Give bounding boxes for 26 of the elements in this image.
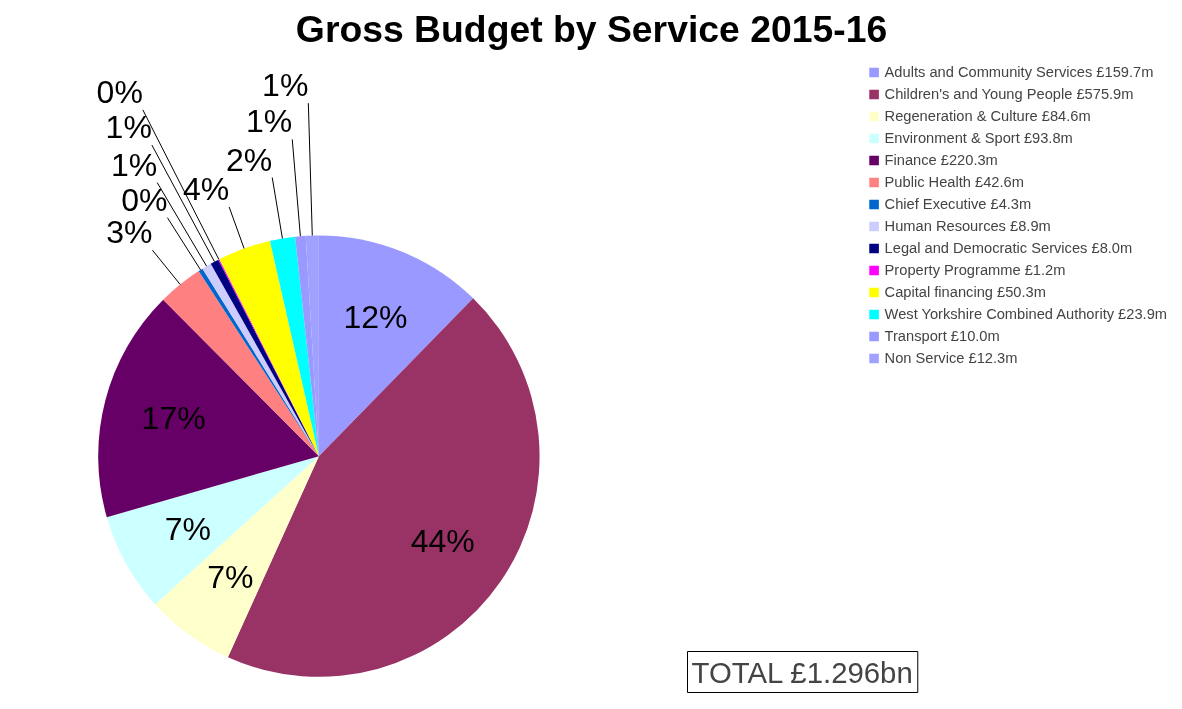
data-label: 7% — [207, 559, 254, 596]
legend-label: Non Service £12.3m — [884, 350, 1018, 366]
legend-label: Human Resources £8.9m — [884, 218, 1051, 234]
legend-label: Public Health £42.6m — [884, 174, 1024, 190]
data-label: 1% — [262, 67, 309, 104]
text: TOTAL £1.296bn — [691, 655, 913, 689]
legend-label: Legal and Democratic Services £8.0m — [884, 240, 1133, 256]
data-label: 12% — [343, 299, 408, 336]
legend-label: Transport £10.0m — [884, 328, 1000, 344]
legend-label: Children's and Young People £575.9m — [884, 86, 1134, 102]
legend-label: Finance £220.3m — [884, 152, 998, 168]
data-label: 17% — [141, 400, 206, 437]
legend-label: Adults and Community Services £159.7m — [884, 64, 1154, 80]
legend-label: Environment & Sport £93.8m — [884, 130, 1073, 146]
data-label: 44% — [410, 522, 475, 559]
data-label: 7% — [164, 511, 211, 548]
legend-label: Chief Executive £4.3m — [884, 196, 1032, 212]
legend-label: Property Programme £1.2m — [884, 262, 1066, 278]
legend-label: West Yorkshire Combined Authority £23.9m — [884, 306, 1167, 322]
chart-title: Gross Budget by Service 2015-16 — [295, 7, 888, 50]
data-label: 0% — [96, 73, 143, 110]
legend-label: Capital financing £50.3m — [884, 284, 1046, 300]
legend-label: Regeneration & Culture £84.6m — [884, 108, 1091, 124]
data-label: 1% — [110, 146, 158, 183]
data-label: 1% — [246, 103, 293, 140]
data-label: 1% — [105, 109, 152, 146]
